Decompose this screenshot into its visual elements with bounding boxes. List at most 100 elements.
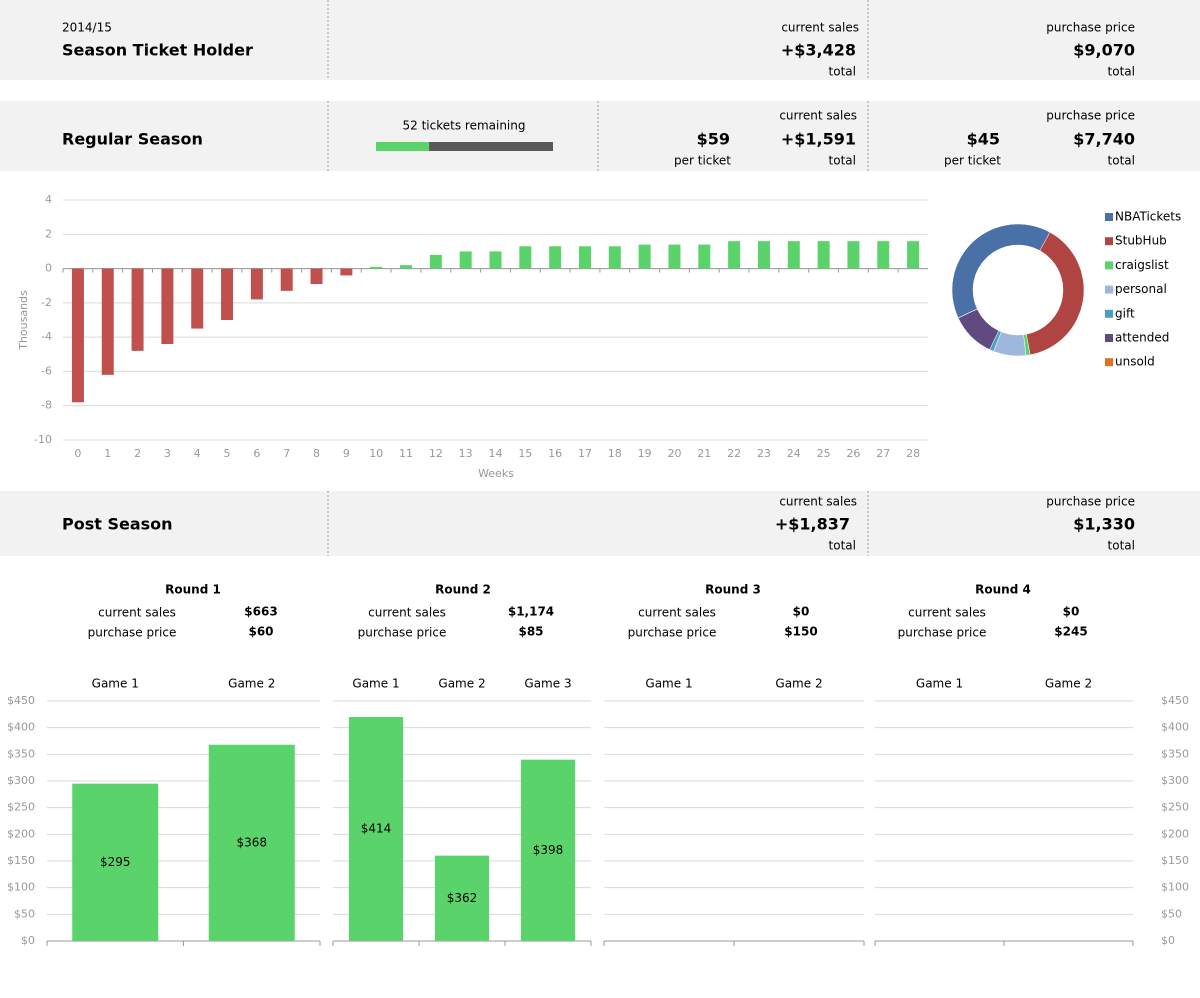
y-tick-label: $50: [1161, 907, 1182, 920]
value: $59: [697, 130, 730, 149]
x-tick-label: 21: [697, 447, 711, 460]
x-tick-label: 12: [429, 447, 443, 460]
progress-fill: [376, 142, 430, 151]
bar: [434, 855, 490, 941]
x-tick-label: 23: [757, 447, 771, 460]
bar: [907, 241, 920, 269]
title: Post Season: [62, 515, 173, 534]
value: $9,070: [1073, 41, 1135, 60]
bar: [728, 241, 741, 269]
label: total: [829, 154, 856, 168]
label: per ticket: [944, 154, 1001, 168]
x-tick-label: Game 1: [916, 677, 963, 691]
y-tick-label: $350: [1161, 747, 1189, 760]
value: $60: [248, 625, 273, 639]
x-tick-label: 3: [164, 447, 171, 460]
x-tick-label: 4: [194, 447, 201, 460]
x-tick-label: 14: [489, 447, 503, 460]
legend-label: craigslist: [1115, 258, 1169, 272]
round-title: Round 4: [975, 583, 1031, 597]
y-tick-label: -10: [34, 433, 52, 446]
x-tick-label: Game 3: [524, 677, 571, 691]
bar: [549, 246, 562, 269]
bar: [400, 265, 413, 269]
x-tick-label: 13: [459, 447, 473, 460]
x-tick-label: 0: [74, 447, 81, 460]
label: purchase price: [628, 626, 717, 640]
x-axis-title: Weeks: [478, 467, 514, 480]
y-tick-label: $300: [7, 774, 35, 787]
x-tick-label: Game 1: [92, 677, 139, 691]
x-tick-label: 8: [313, 447, 320, 460]
x-tick-label: 27: [876, 447, 890, 460]
legend-swatch: [1105, 237, 1113, 246]
label: per ticket: [674, 154, 731, 168]
bar: [221, 268, 234, 320]
value: $245: [1054, 625, 1087, 639]
x-tick-label: 9: [343, 447, 350, 460]
y-tick-label: $400: [7, 721, 35, 734]
x-tick-label: Game 1: [645, 677, 692, 691]
x-tick-label: 7: [283, 447, 290, 460]
y-tick-label: $200: [7, 827, 35, 840]
bar: [310, 268, 323, 284]
legend-label: gift: [1115, 306, 1135, 320]
round-title: Round 2: [435, 583, 491, 597]
label: current sales: [908, 606, 986, 620]
x-tick-label: Game 2: [228, 677, 275, 691]
label: purchase price: [358, 626, 447, 640]
y-axis-title: Thousands: [17, 290, 30, 351]
round-title: Round 1: [165, 583, 221, 597]
label: purchase price: [88, 626, 177, 640]
x-tick-label: 16: [548, 447, 562, 460]
label: current sales: [781, 21, 859, 35]
x-tick-label: Game 2: [1045, 677, 1092, 691]
x-tick-label: 26: [846, 447, 860, 460]
y-tick-label: -8: [41, 399, 52, 412]
donut-slice: [958, 308, 978, 319]
x-tick-label: Game 2: [775, 677, 822, 691]
bar: [280, 268, 293, 291]
bar: [101, 268, 114, 375]
tickets-remaining: 52 tickets remaining: [403, 119, 526, 133]
bar: [72, 783, 159, 941]
bar: [191, 268, 204, 329]
label: current sales: [368, 606, 446, 620]
label: current sales: [779, 109, 857, 123]
value: +$1,837: [775, 515, 850, 534]
legend-label: personal: [1115, 282, 1167, 296]
bar: [757, 241, 770, 269]
bar-label: $398: [533, 843, 564, 857]
x-tick-label: 28: [906, 447, 920, 460]
x-tick-label: 17: [578, 447, 592, 460]
value: $45: [967, 130, 1000, 149]
bar: [489, 251, 502, 269]
x-tick-label: Game 1: [352, 677, 399, 691]
x-tick-label: 20: [667, 447, 681, 460]
bar-label: $414: [361, 822, 392, 836]
legend-swatch: [1105, 261, 1113, 270]
y-tick-label: $300: [1161, 774, 1189, 787]
value: $7,740: [1073, 130, 1135, 149]
label: current sales: [98, 606, 176, 620]
bar: [520, 759, 576, 941]
x-tick-label: 25: [817, 447, 831, 460]
x-tick-label: 15: [518, 447, 532, 460]
label: total: [1108, 539, 1135, 553]
y-tick-label: $250: [7, 801, 35, 814]
label: total: [1108, 65, 1135, 79]
round-title: Round 3: [705, 583, 761, 597]
y-tick-label: $0: [21, 934, 35, 947]
value: $663: [244, 605, 277, 619]
bar-label: $295: [100, 855, 131, 869]
donut-slice: [951, 223, 1051, 319]
label: total: [1108, 154, 1135, 168]
y-tick-label: $450: [7, 694, 35, 707]
legend-label: StubHub: [1115, 234, 1167, 248]
bar: [131, 268, 144, 351]
season: 2014/15: [62, 21, 112, 35]
label: purchase price: [1046, 495, 1135, 509]
x-tick-label: 18: [608, 447, 622, 460]
legend-label: attended: [1115, 331, 1169, 345]
